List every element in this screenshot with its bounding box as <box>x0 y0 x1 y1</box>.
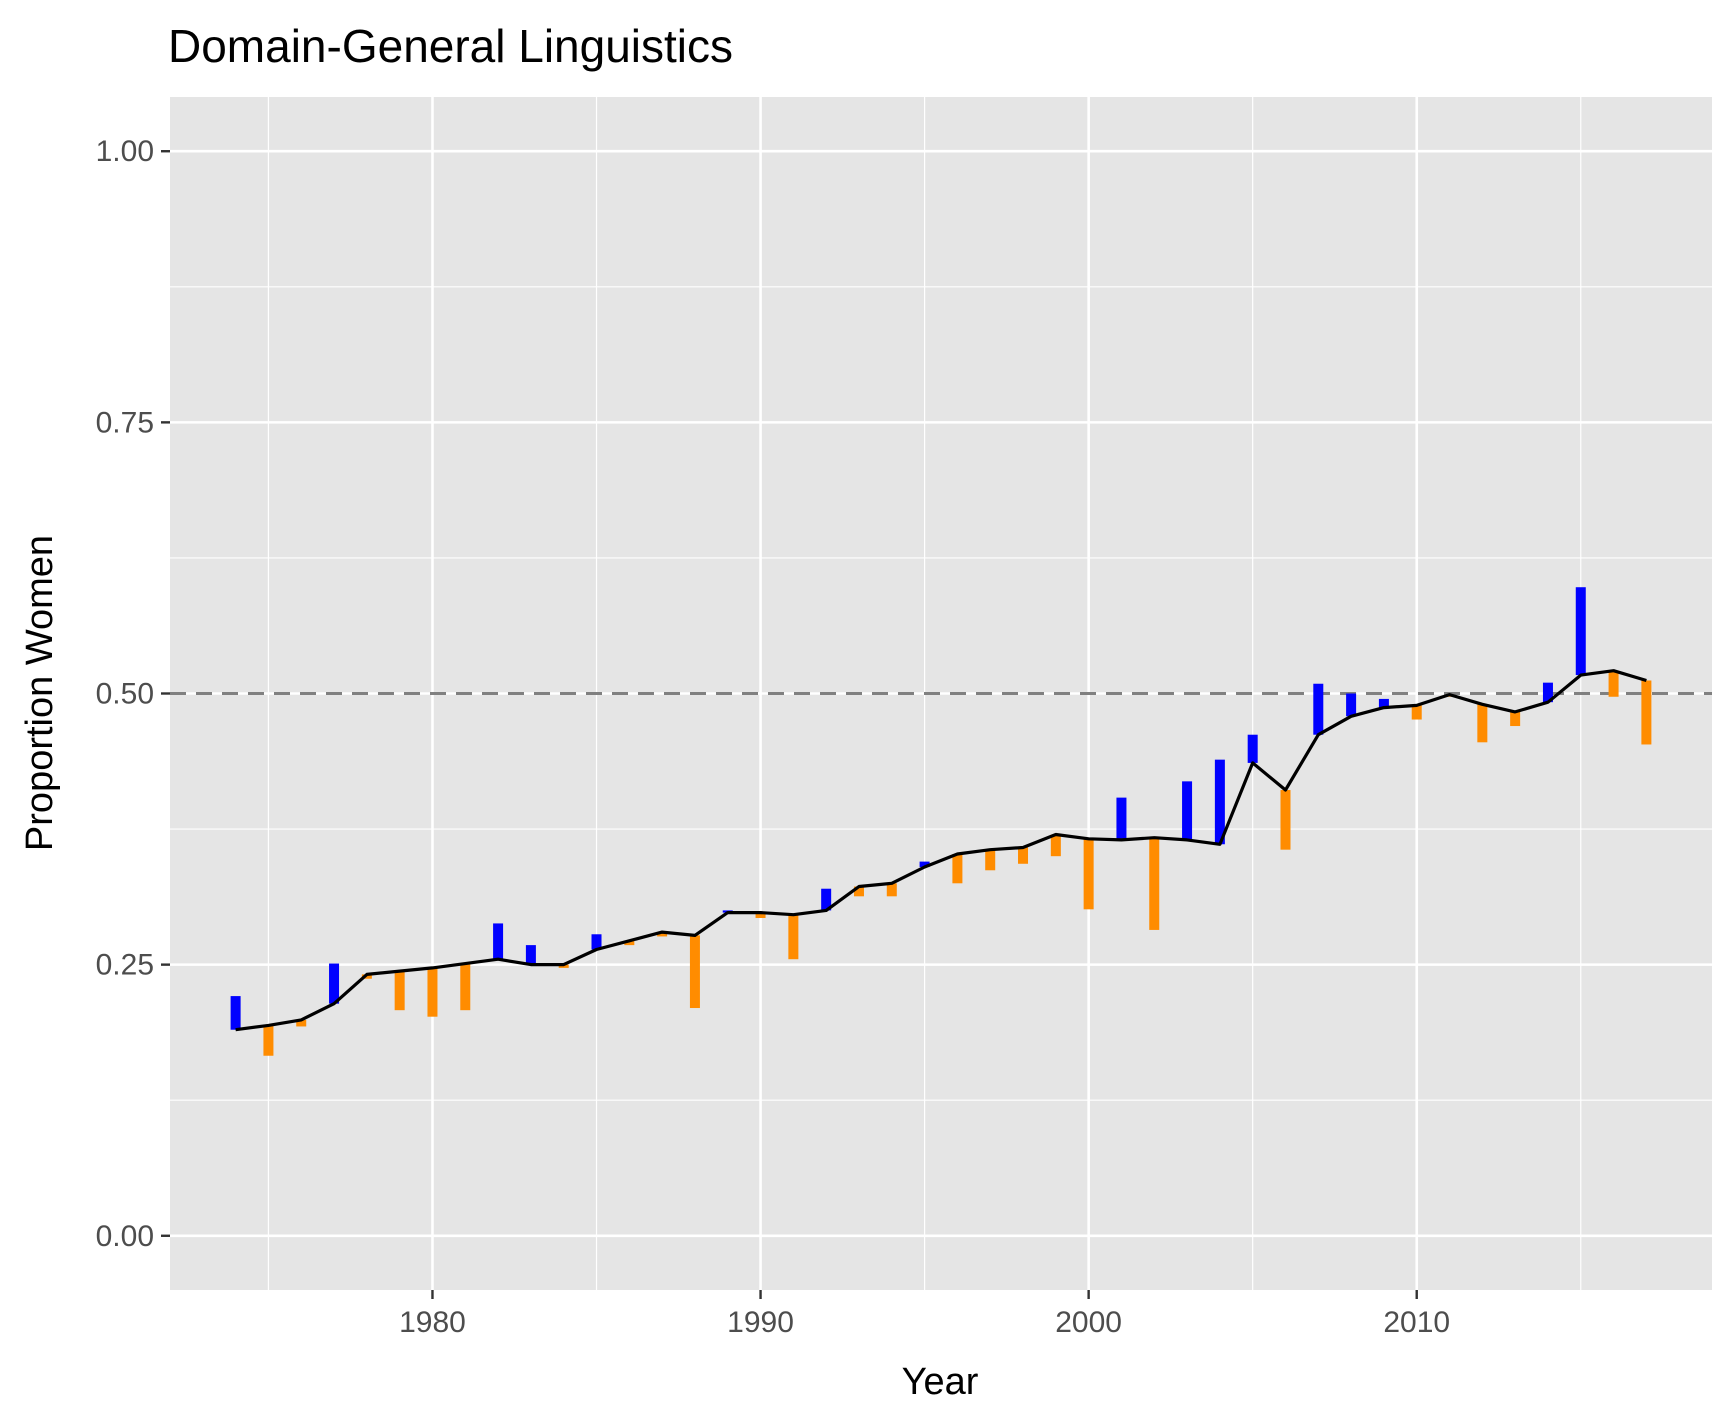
deviation-bar <box>394 971 405 1011</box>
deviation-bar <box>1411 705 1422 720</box>
deviation-bar <box>296 1019 307 1027</box>
chart-title: Domain-General Linguistics <box>168 20 733 72</box>
x-tick-label: 1990 <box>727 1306 794 1339</box>
deviation-bar <box>1182 781 1193 840</box>
deviation-bar <box>886 883 897 897</box>
deviation-bar <box>657 932 668 937</box>
deviation-bar <box>689 935 700 1009</box>
deviation-bar <box>1378 698 1389 708</box>
deviation-bar <box>1346 693 1357 717</box>
x-axis-title: Year <box>902 1361 979 1403</box>
y-tick-label: 0.75 <box>96 406 154 439</box>
deviation-bar <box>1018 847 1029 864</box>
deviation-bar <box>1083 838 1094 910</box>
deviation-bar <box>263 1025 274 1056</box>
trend-line-group <box>235 669 1647 1032</box>
deviation-bar <box>853 886 864 897</box>
deviation-bar <box>952 854 963 884</box>
deviation-bar <box>460 963 471 1011</box>
deviation-bar <box>1608 670 1619 697</box>
deviation-bar <box>1313 683 1324 735</box>
deviation-bar <box>1247 734 1258 763</box>
trend-line <box>235 669 1647 1032</box>
deviation-bar <box>788 914 799 960</box>
y-axis: 0.00 0.25 0.50 0.75 1.00 <box>96 135 170 1253</box>
x-tick-label: 2000 <box>1055 1306 1122 1339</box>
deviation-bar <box>919 861 930 868</box>
deviation-bar <box>1149 837 1160 930</box>
deviation-bar <box>1542 682 1553 703</box>
deviation-bar <box>1050 834 1061 857</box>
deviation-bar <box>591 934 602 950</box>
deviation-bar <box>1116 797 1127 840</box>
x-tick-label: 1980 <box>399 1306 466 1339</box>
deviation-bar <box>821 888 832 911</box>
x-axis: 1980 1990 2000 2010 <box>399 1290 1450 1339</box>
y-tick-label: 0.50 <box>96 678 154 711</box>
deviation-bar <box>985 849 996 871</box>
deviation-bar <box>1575 587 1586 676</box>
y-axis-title: Proportion Women <box>19 535 61 851</box>
x-tick-label: 2010 <box>1383 1306 1450 1339</box>
y-tick-label: 0.00 <box>96 1220 154 1253</box>
y-tick-label: 0.25 <box>96 949 154 982</box>
deviation-bar <box>230 996 241 1030</box>
deviation-bar <box>1214 759 1225 845</box>
deviation-bar <box>624 940 635 946</box>
deviation-bar <box>1477 704 1488 743</box>
deviation-bar <box>1280 790 1291 850</box>
deviation-bar <box>1510 711 1521 727</box>
deviation-bar <box>1641 680 1652 745</box>
deviation-bar <box>329 963 340 1004</box>
y-tick-label: 1.00 <box>96 135 154 168</box>
deviation-bar <box>558 964 569 968</box>
deviation-bar <box>525 945 536 965</box>
deviation-bar <box>755 912 766 919</box>
deviation-bar <box>427 967 438 1017</box>
deviation-bar <box>493 923 504 960</box>
